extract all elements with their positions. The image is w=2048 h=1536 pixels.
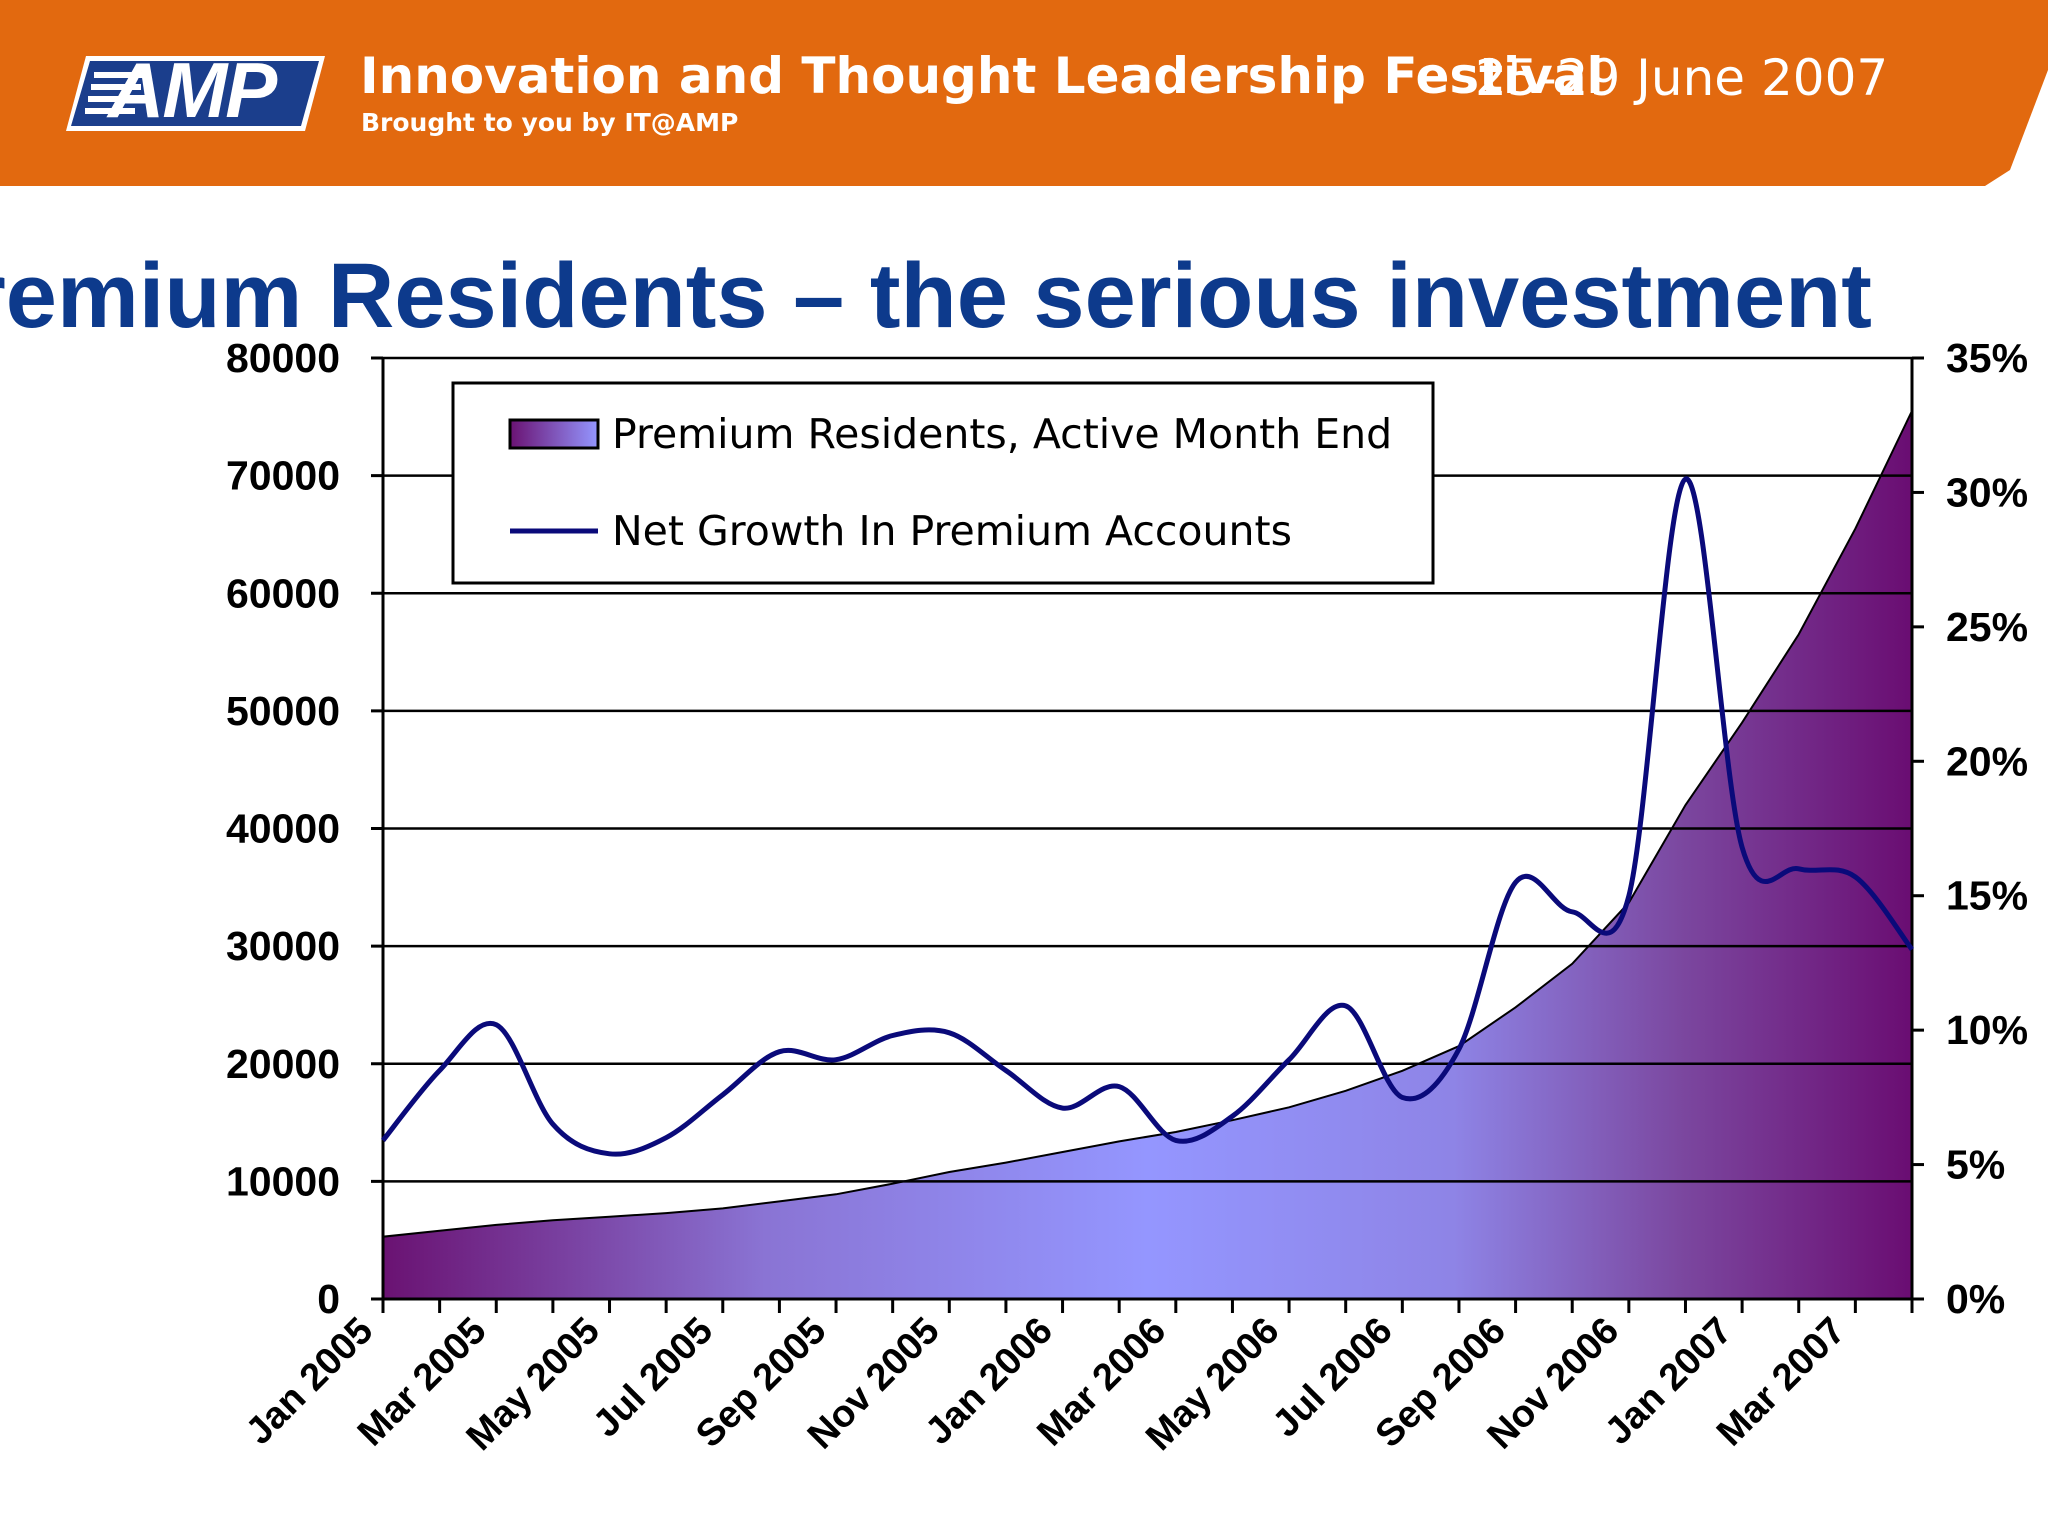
event-dates: 25-29 June 2007 — [1475, 49, 1889, 107]
y-right-tick-label: 0% — [1946, 1276, 2005, 1322]
area-premium-residents — [382, 410, 1913, 1300]
y-left-tick-label: 60000 — [226, 570, 340, 616]
event-title: Innovation and Thought Leadership Festiv… — [360, 47, 1604, 105]
y-left-tick-label: 40000 — [226, 806, 340, 852]
legend-label-premium-residents: Premium Residents, Active Month End — [612, 410, 1392, 458]
y-right-tick-label: 20% — [1946, 738, 2028, 784]
y-left-tick-label: 0 — [317, 1276, 340, 1322]
y-left-tick-label: 10000 — [226, 1158, 340, 1204]
header-banner: AMP Innovation and Thought Leadership Fe… — [0, 0, 2048, 190]
y-right-tick-label: 10% — [1946, 1007, 2028, 1053]
y-right-tick-label: 15% — [1946, 873, 2028, 919]
legend-label-net-growth: Net Growth In Premium Accounts — [612, 507, 1292, 555]
y-right-tick-label: 5% — [1946, 1142, 2005, 1188]
line-net-growth — [381, 476, 1914, 1157]
y-left-tick-label: 20000 — [226, 1041, 340, 1087]
amp-logo-text: AMP — [108, 46, 277, 134]
y-left-tick-label: 50000 — [226, 688, 340, 734]
legend-swatch-area — [508, 418, 600, 450]
banner-background — [0, 0, 2048, 186]
banner-shape — [0, 0, 2048, 186]
y-left-tick-label: 80000 — [226, 335, 340, 381]
y-right-tick-label: 30% — [1946, 469, 2028, 515]
slide-title: remium Residents – the serious investmen… — [0, 245, 1872, 347]
amp-logo-icon — [66, 56, 325, 131]
y-right-tick-label: 35% — [1946, 335, 2028, 381]
y-left-tick-label: 30000 — [226, 923, 340, 969]
legend-box — [451, 381, 1435, 585]
y-left-tick-label: 70000 — [226, 453, 340, 499]
event-subtitle: Brought to you by IT@AMP — [361, 108, 739, 137]
y-right-tick-label: 25% — [1946, 604, 2028, 650]
